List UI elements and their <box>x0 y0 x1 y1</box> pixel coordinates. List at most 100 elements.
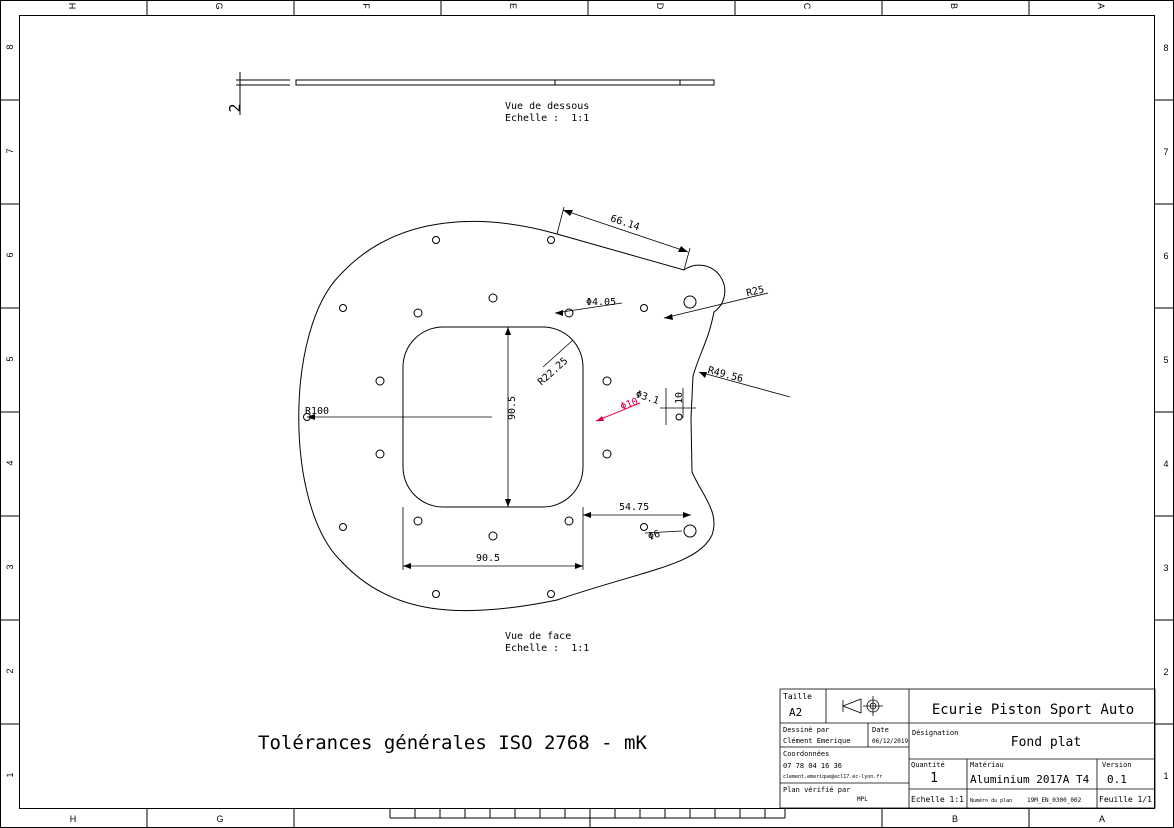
arrowheads <box>307 210 707 569</box>
zone-label-top: B <box>949 3 959 9</box>
zone-label-top: F <box>361 3 371 9</box>
zone-label-bottom: A <box>1099 814 1105 824</box>
checked-label: Plan vérifié par <box>783 786 850 794</box>
top-zone-ticks <box>146 0 1030 15</box>
zone-label-top: C <box>802 3 812 10</box>
dim-hole-small: Φ4.05 <box>586 297 616 308</box>
material-label: Matériau <box>970 761 1004 769</box>
plan-number: 19M_EN_0300_002 <box>1027 797 1082 804</box>
highlight-arrow <box>596 416 604 421</box>
email: clement.emerique@ecl17.ec-lyon.fr <box>783 774 882 780</box>
hole <box>413 308 423 318</box>
zone-label-right: 6 <box>1163 251 1168 261</box>
hole <box>488 293 498 303</box>
bottom-view-scale: Echelle : 1:1 <box>505 113 589 124</box>
dim-notch-radius: R49.56 <box>706 365 744 385</box>
hole <box>375 376 385 386</box>
version: 0.1 <box>1107 773 1127 786</box>
zone-label-right: 5 <box>1163 355 1168 365</box>
zone-labels: H G F E D C B A H G B A 8 7 6 5 4 3 2 1 … <box>5 2 1169 824</box>
highlight-leader <box>595 402 641 422</box>
hole <box>683 524 697 538</box>
zone-label-left: 3 <box>5 564 15 569</box>
scale: Echelle 1:1 <box>911 795 964 804</box>
plan-number-label: Numéro du plan <box>970 797 1012 804</box>
hole <box>564 308 574 318</box>
designation-label: Désignation <box>912 729 958 737</box>
zone-label-top: E <box>508 3 518 9</box>
zone-label-left: 4 <box>5 460 15 465</box>
zone-label-right: 8 <box>1163 43 1168 53</box>
size-label: Taille <box>783 692 812 701</box>
zone-label-left: 5 <box>5 356 15 361</box>
title-block-texts: Taille A2 Ecurie Piston Sport Auto Dessi… <box>783 692 1152 804</box>
dim-hole-large: Φ6 <box>647 529 662 543</box>
zone-label-bottom: H <box>70 814 77 824</box>
zone-label-right: 1 <box>1163 771 1168 781</box>
thickness-dimension: 2 <box>226 103 244 112</box>
mounting-holes <box>303 236 697 598</box>
hole <box>339 523 347 531</box>
hole <box>564 516 574 526</box>
quantity: 1 <box>930 771 938 786</box>
front-view-scale: Echelle : 1:1 <box>505 643 589 654</box>
checked-by: MPL <box>857 796 868 803</box>
hole <box>640 523 648 531</box>
dim-pocket-radius: R22.25 <box>536 356 570 388</box>
zone-label-left: 1 <box>5 772 15 777</box>
zone-label-right: 7 <box>1163 147 1168 157</box>
quantity-label: Quantité <box>911 761 945 769</box>
drawn-by-label: Dessiné par <box>783 726 829 734</box>
hole <box>547 590 555 598</box>
material: Aluminium 2017A T4 <box>970 773 1090 786</box>
zone-label-top: H <box>67 3 77 10</box>
zone-label-top: G <box>214 2 224 9</box>
dim-corner-radius: R25 <box>745 285 765 300</box>
zone-label-bottom: B <box>952 814 958 824</box>
drawn-by: Clément Emerique <box>783 737 850 745</box>
dimension-lines <box>307 206 791 570</box>
hole <box>683 295 697 309</box>
phone: 07 78 04 16 36 <box>783 762 842 770</box>
dim-top-edge: 66.14 <box>609 213 641 233</box>
hole <box>602 449 612 459</box>
zone-label-left: 2 <box>5 668 15 673</box>
hole <box>375 449 385 459</box>
hole <box>432 590 440 598</box>
dim-small-offset: 10 <box>674 392 685 404</box>
dim-pocket-height: 90.5 <box>507 396 518 420</box>
title-block <box>779 688 1156 809</box>
hole <box>602 376 612 386</box>
hole <box>640 304 648 312</box>
zone-label-right: 3 <box>1163 563 1168 573</box>
zone-label-left: 8 <box>5 44 15 49</box>
company-name: Ecurie Piston Sport Auto <box>932 702 1134 718</box>
coords-label: Coordonnées <box>783 750 829 758</box>
general-tolerances: Tolérances générales ISO 2768 - mK <box>258 732 647 754</box>
side-zone-ticks <box>0 99 1174 725</box>
dimension-texts: 66.14 Φ4.05 R25 R22.25 R49.56 R100 90.5 … <box>305 213 765 564</box>
zone-label-bottom: G <box>216 814 223 824</box>
dim-outer-radius: R100 <box>305 406 329 417</box>
hole <box>432 236 440 244</box>
hole <box>547 236 555 244</box>
drawing-border <box>19 15 1155 809</box>
size-value: A2 <box>789 706 802 719</box>
bottom-view-title: Vue de dessous <box>505 101 589 112</box>
designation: Fond plat <box>1011 735 1081 750</box>
zone-label-left: 7 <box>5 148 15 153</box>
dim-side-offset: 54.75 <box>619 502 649 513</box>
hole <box>675 413 683 421</box>
version-label: Version <box>1102 761 1132 769</box>
sheet: Feuille 1/1 <box>1099 795 1152 804</box>
hole <box>339 304 347 312</box>
dim-pocket-width: 90.5 <box>476 553 500 564</box>
bottom-zone-ticks <box>146 808 1030 828</box>
zone-label-right: 2 <box>1163 667 1168 677</box>
front-view-title: Vue de face <box>505 631 571 642</box>
date: 06/12/2019 <box>872 738 909 745</box>
hole <box>488 531 498 541</box>
bottom-view <box>236 72 715 115</box>
date-label: Date <box>872 726 889 734</box>
